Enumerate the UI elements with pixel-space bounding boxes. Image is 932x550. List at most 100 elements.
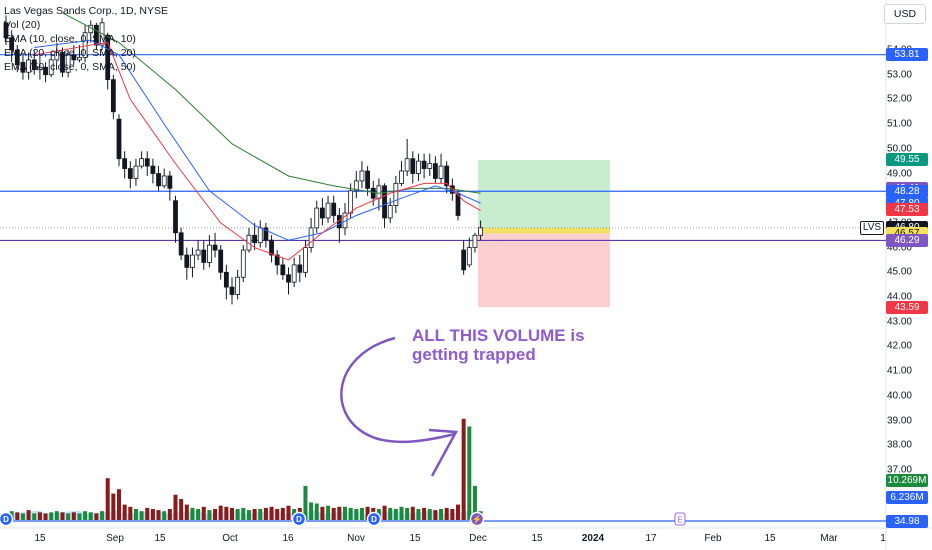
- x-axis-tick: 17: [645, 533, 657, 544]
- candle-body: [348, 190, 354, 214]
- volume-bar: [218, 505, 223, 520]
- x-axis-tick: 15: [409, 533, 421, 544]
- volume-bar: [156, 510, 161, 520]
- candle-body: [404, 158, 410, 172]
- candle-body: [43, 66, 48, 76]
- candle-body: [393, 182, 399, 207]
- volume-bar: [359, 507, 364, 520]
- volume-bar: [54, 511, 59, 520]
- split-marker[interactable]: ⚡: [469, 511, 485, 527]
- volume-bar: [190, 507, 195, 520]
- candle-body: [286, 274, 291, 283]
- volume-bar: [343, 506, 347, 520]
- candle-body: [105, 34, 111, 81]
- volume-bar: [422, 507, 427, 520]
- candle-body: [308, 227, 314, 248]
- candle-body: [150, 165, 156, 174]
- volume-bar: [439, 509, 444, 520]
- candle-body: [195, 249, 201, 256]
- volume-bar: [461, 418, 466, 520]
- candle-body: [206, 244, 212, 263]
- y-axis-tick: 44.00: [886, 291, 912, 303]
- volume-bar: [66, 513, 71, 520]
- volume-bar: [196, 509, 201, 520]
- candle-body: [54, 52, 60, 61]
- candle-body: [133, 165, 139, 179]
- y-axis-tick: 41.00: [886, 365, 912, 377]
- candle-body: [31, 59, 37, 71]
- volume-bar: [348, 507, 353, 520]
- currency-selector[interactable]: USD: [884, 4, 926, 24]
- svg-text:⚡: ⚡: [472, 514, 482, 524]
- candle-body: [319, 207, 325, 219]
- volume-bar: [60, 512, 65, 520]
- volume-bar: [145, 507, 150, 520]
- volume-bar: [230, 507, 234, 520]
- candle-body: [9, 37, 15, 51]
- candle-body: [116, 118, 122, 160]
- volume-bar: [365, 506, 370, 520]
- candle-body: [178, 232, 184, 256]
- dividend-marker[interactable]: D: [291, 511, 307, 527]
- y-axis-tick: 49.00: [886, 168, 912, 179]
- volume-bar: [167, 509, 172, 520]
- dividend-marker[interactable]: D: [366, 511, 382, 527]
- candle-body: [382, 185, 387, 219]
- price-tag: 43.59: [886, 300, 928, 314]
- volume-bar: [94, 513, 99, 520]
- earnings-marker[interactable]: E: [674, 512, 686, 526]
- candle-body: [240, 249, 246, 278]
- candle-body: [399, 170, 404, 184]
- volume-bar: [258, 509, 263, 520]
- y-axis-tick: 53.00: [886, 69, 912, 81]
- candle-body: [297, 264, 303, 273]
- volume-bar: [280, 507, 285, 520]
- candle-body: [359, 170, 365, 182]
- candle-body: [139, 158, 145, 167]
- svg-text:D: D: [371, 515, 377, 524]
- x-axis-tick: 1: [880, 533, 886, 544]
- volume-bar: [382, 505, 387, 520]
- chart-annotation: ALL THIS VOLUME is getting trapped: [412, 326, 585, 364]
- annotation-arrow-head: [428, 428, 459, 477]
- volume-bar: [320, 506, 325, 520]
- candle-body: [432, 163, 438, 179]
- candle-body: [127, 168, 133, 179]
- candle-body: [144, 158, 150, 167]
- volume-bar: [213, 509, 218, 520]
- profit-zone: [478, 159, 610, 234]
- volume-bar: [235, 509, 240, 520]
- x-axis-tick: 15: [531, 533, 543, 544]
- x-axis-tick: Oct: [222, 533, 238, 544]
- volume-bar: [49, 512, 54, 520]
- volume-bar: [303, 485, 308, 520]
- candle-body: [438, 165, 444, 179]
- volume-bar: [117, 489, 121, 520]
- volume-bar: [71, 512, 76, 520]
- candle-body: [212, 244, 218, 251]
- volume-bar: [173, 494, 178, 520]
- volume-bar: [393, 509, 398, 520]
- svg-text:D: D: [296, 515, 302, 524]
- volume-bar: [275, 509, 280, 520]
- y-axis-tick: 43.00: [886, 316, 912, 328]
- price-tag: 6.236M: [886, 490, 928, 504]
- candle-body: [370, 187, 376, 199]
- candle-body: [110, 79, 116, 113]
- x-axis-tick: Nov: [347, 533, 365, 544]
- x-axis-tick: Mar: [820, 533, 838, 544]
- volume-bar: [241, 507, 246, 520]
- candle-body: [94, 24, 99, 46]
- volume-bar: [399, 506, 404, 520]
- volume-bar: [37, 512, 42, 520]
- candle-body: [263, 227, 269, 241]
- candle-body: [291, 264, 297, 283]
- loss-zone: [478, 233, 610, 308]
- volume-bar: [26, 510, 31, 520]
- dividend-marker[interactable]: D: [0, 511, 14, 527]
- candle-body: [235, 276, 241, 295]
- candle-body: [201, 249, 207, 263]
- volume-bar: [139, 511, 144, 520]
- price-tag: 46.29: [886, 233, 928, 247]
